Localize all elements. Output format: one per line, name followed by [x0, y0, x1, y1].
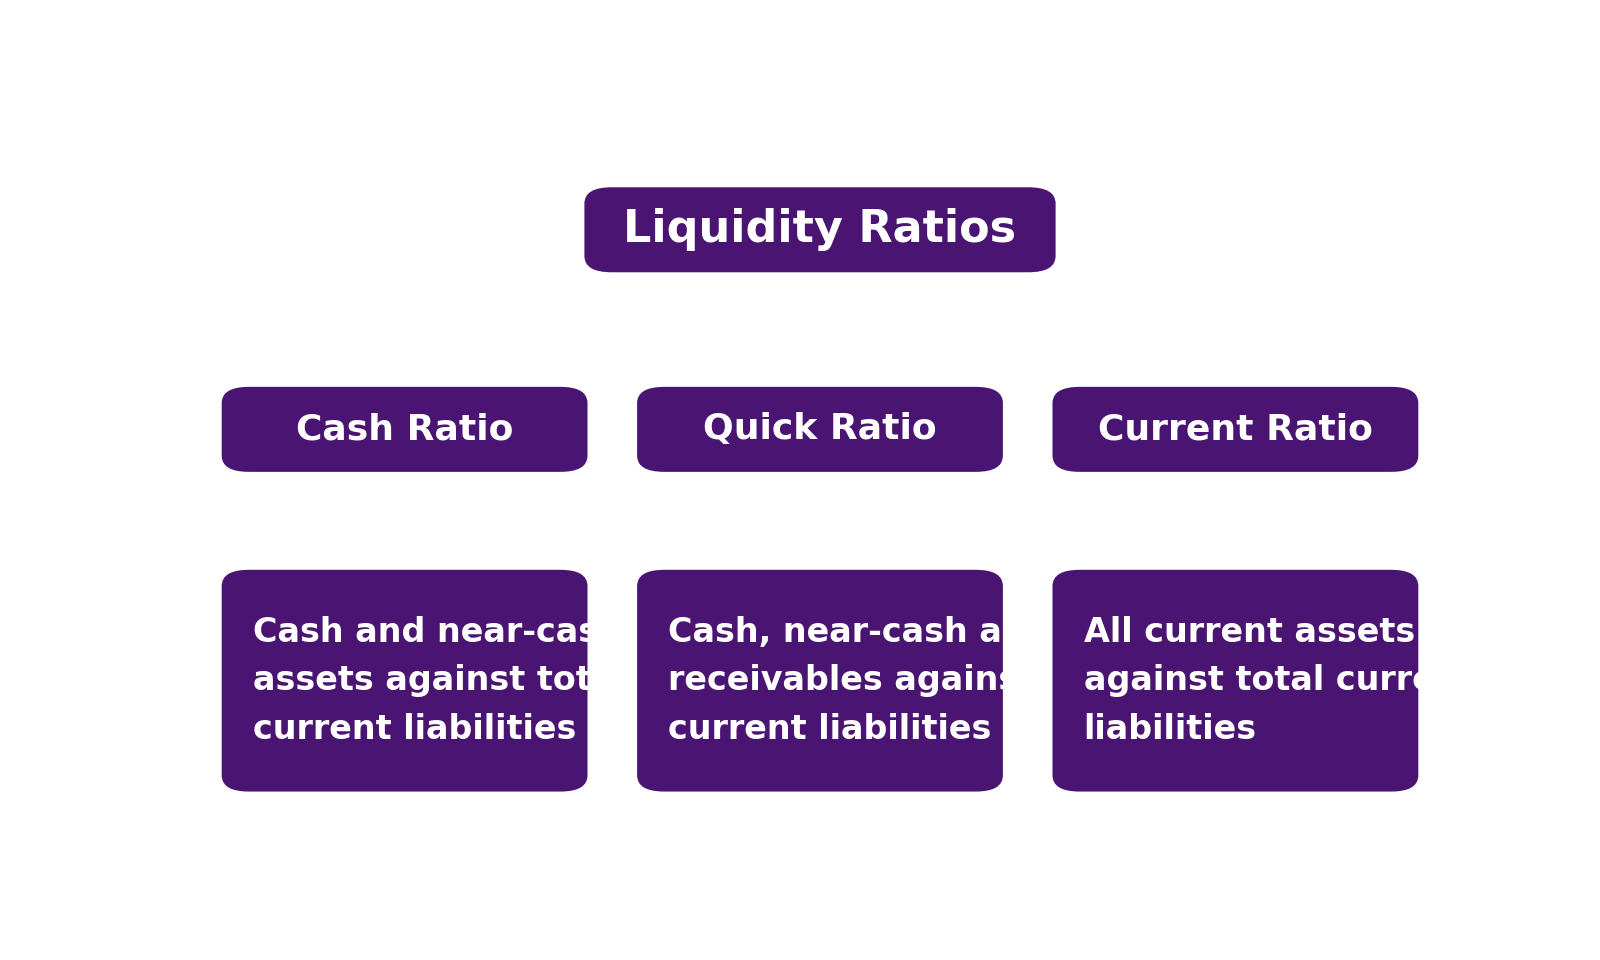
- Text: Cash Ratio: Cash Ratio: [296, 413, 514, 446]
- FancyBboxPatch shape: [222, 570, 587, 792]
- Text: Liquidity Ratios: Liquidity Ratios: [624, 208, 1016, 252]
- FancyBboxPatch shape: [1053, 570, 1418, 792]
- FancyBboxPatch shape: [222, 387, 587, 472]
- Text: Quick Ratio: Quick Ratio: [702, 413, 938, 446]
- FancyBboxPatch shape: [637, 387, 1003, 472]
- Text: Cash and near-cash
assets against total
current liabilities: Cash and near-cash assets against total …: [253, 615, 626, 746]
- Text: Current Ratio: Current Ratio: [1098, 413, 1373, 446]
- FancyBboxPatch shape: [1053, 387, 1418, 472]
- Text: Cash, near-cash and
receivables against
current liabilities: Cash, near-cash and receivables against …: [669, 615, 1050, 746]
- Text: All current assets
against total current
liabilities: All current assets against total current…: [1083, 615, 1474, 746]
- FancyBboxPatch shape: [637, 570, 1003, 792]
- FancyBboxPatch shape: [584, 187, 1056, 273]
